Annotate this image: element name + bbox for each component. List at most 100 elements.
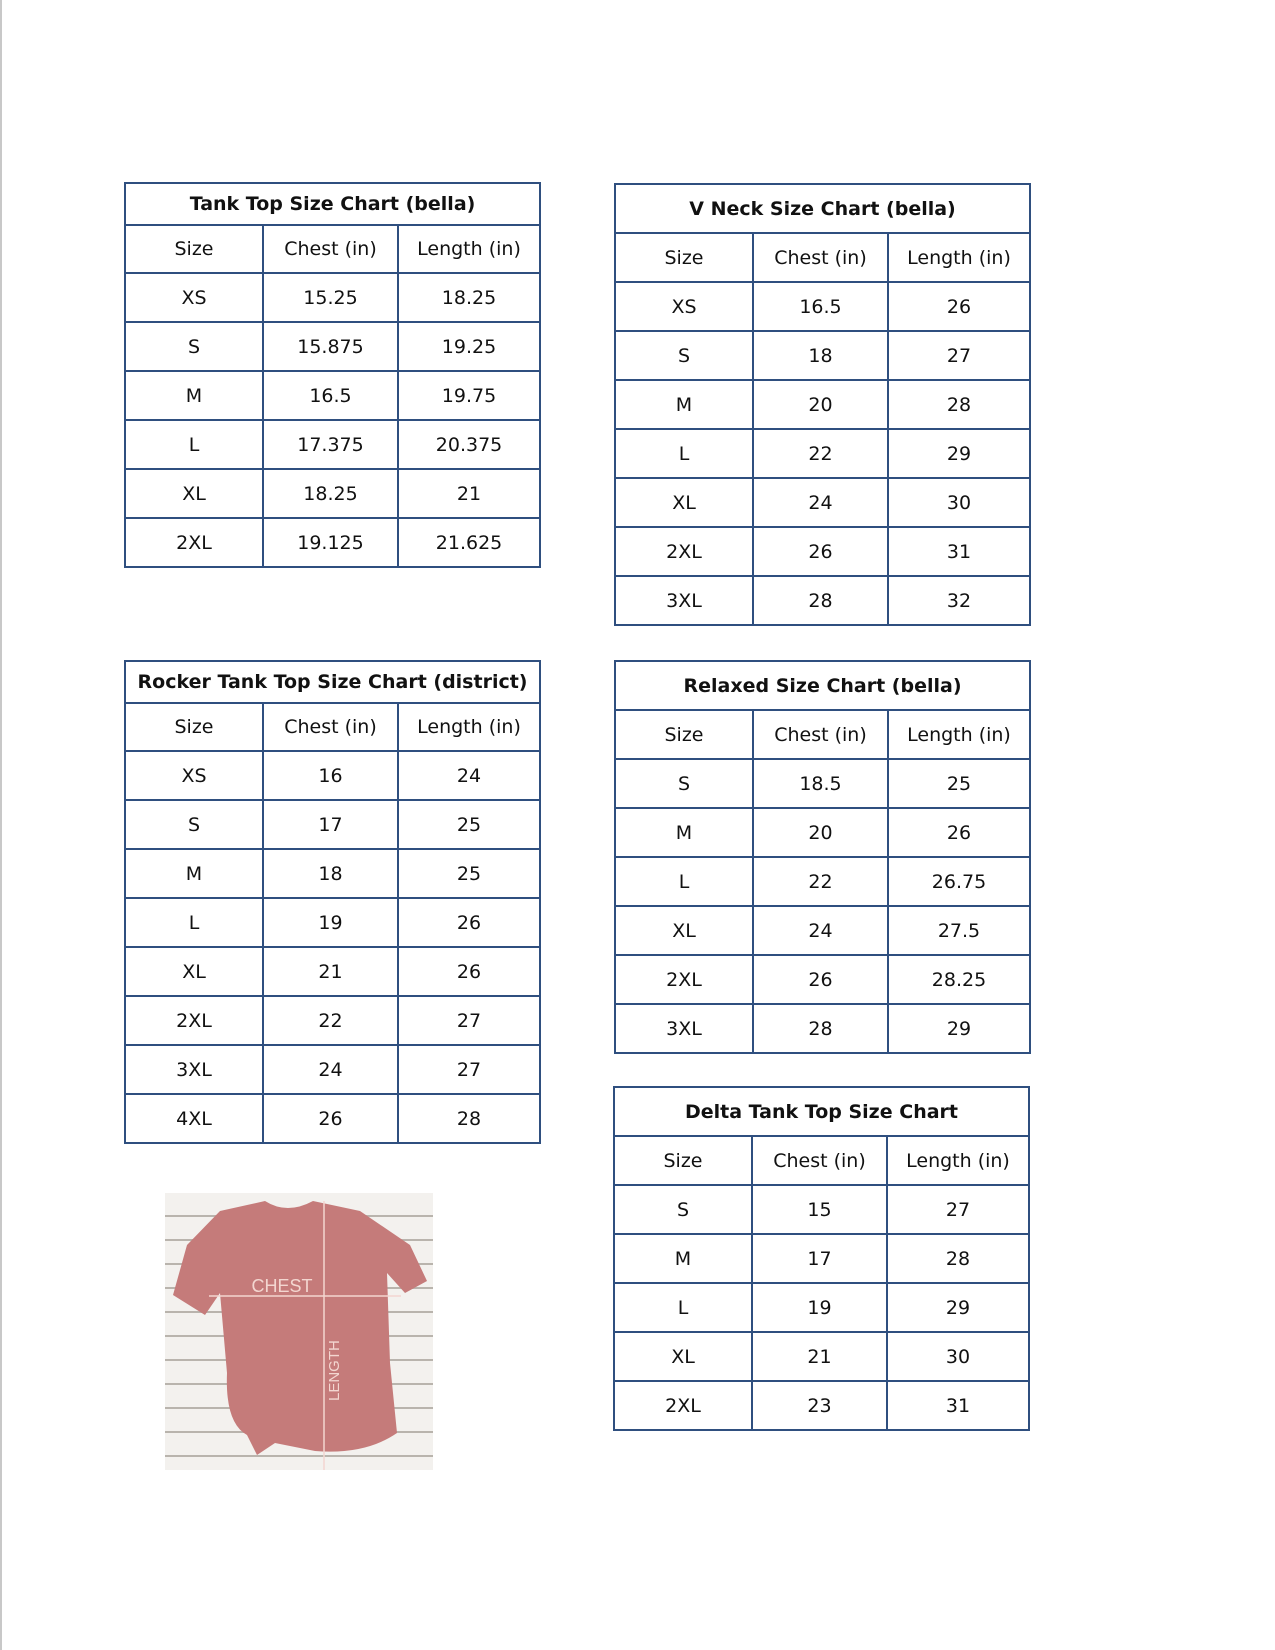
table-cell: 17.375 [262,419,399,470]
table-cell: XS [124,272,264,323]
table-cell: 3XL [124,1044,264,1095]
column-header: Length (in) [887,709,1031,760]
table-cell: 19 [262,897,399,948]
table-row: 2XL 19.125 21.625 [124,517,542,568]
table-row: L 22 29 [614,428,1032,479]
table-cell: 25 [396,848,542,899]
table-cell: 28 [752,575,889,626]
table-cell: M [613,1233,753,1284]
table-row: 2XL 23 31 [613,1380,1030,1431]
header-row: Size Chest (in) Length (in) [614,232,1032,283]
column-header: Size [613,1135,753,1186]
table-cell: 24 [752,905,889,956]
table-row: 3XL 28 29 [614,1003,1031,1054]
header-row: Size Chest (in) Length (in) [124,702,542,752]
table-cell: XS [614,281,754,332]
table-row: XS 16.5 26 [614,281,1032,332]
table-row: M 20 26 [614,807,1031,858]
table-cell: 3XL [614,575,754,626]
column-header: Length (in) [886,1135,1030,1186]
table-cell: 30 [886,477,1032,528]
table-cell: 15.25 [262,272,399,323]
table-cell: S [614,758,754,809]
table-cell: XL [614,905,754,956]
table-row: S 15 27 [613,1184,1030,1235]
table-cell: 24 [752,477,889,528]
table-row: 2XL 26 31 [614,526,1032,577]
table-cell: M [124,848,264,899]
table-cell: 18.25 [262,468,399,519]
table-cell: 31 [886,526,1032,577]
column-header: Chest (in) [752,709,889,760]
table-cell: 29 [886,428,1032,479]
table-cell: L [614,428,754,479]
table-cell: XS [124,750,264,801]
table-cell: 17 [262,799,399,850]
table-cell: 2XL [124,995,264,1046]
table-cell: 19.125 [262,517,399,568]
table-cell: 16.5 [752,281,889,332]
table-cell: XL [124,468,264,519]
table-cell: 19.25 [396,321,542,372]
table-cell: 25 [887,758,1031,809]
chart-title: Rocker Tank Top Size Chart (district) [123,660,542,704]
header-row: Size Chest (in) Length (in) [614,709,1031,760]
size-chart-relaxed: Relaxed Size Chart (bella) Size Chest (in)… [614,660,1031,1054]
table-cell: 21 [262,946,399,997]
table-cell: 18 [752,330,889,381]
table-cell: 26 [752,526,889,577]
table-cell: 26 [886,281,1032,332]
table-cell: 24 [262,1044,399,1095]
column-header: Chest (in) [262,224,399,274]
table-cell: 26 [396,946,542,997]
page-edge [0,0,2,1650]
table-cell: 31 [886,1380,1030,1431]
table-cell: 26 [262,1093,399,1144]
table-row: 2XL 22 27 [124,995,542,1046]
table-cell: S [614,330,754,381]
chart-title: Delta Tank Top Size Chart [613,1086,1030,1137]
table-cell: 17 [751,1233,888,1284]
table-cell: XL [613,1331,753,1382]
table-cell: 32 [886,575,1032,626]
column-header: Size [124,702,264,752]
table-cell: 29 [886,1282,1030,1333]
table-cell: 20 [752,379,889,430]
chart-title: V Neck Size Chart (bella) [613,183,1032,234]
tshirt-illustration: CHEST LENGTH [173,1201,427,1470]
table-cell: 25 [396,799,542,850]
table-cell: 18 [262,848,399,899]
size-chart-rocker-tank: Rocker Tank Top Size Chart (district) Siz… [123,660,542,1144]
table-cell: 20 [752,807,889,858]
table-row: S 18.5 25 [614,758,1031,809]
table-row: 4XL 26 28 [124,1093,542,1144]
column-header: Length (in) [396,224,542,274]
table-row: XS 15.25 18.25 [124,272,542,323]
table-cell: 19.75 [396,370,542,421]
table-cell: 27 [396,1044,542,1095]
table-row: M 20 28 [614,379,1032,430]
table-cell: 3XL [614,1003,754,1054]
column-header: Chest (in) [752,232,889,283]
header-row: Size Chest (in) Length (in) [613,1135,1030,1186]
table-cell: 2XL [124,517,264,568]
table-cell: 16 [262,750,399,801]
column-header: Size [614,232,754,283]
table-row: S 15.875 19.25 [124,321,542,372]
table-cell: 24 [396,750,542,801]
table-cell: 27 [886,330,1032,381]
table-cell: 2XL [614,954,754,1005]
length-label: LENGTH [326,1340,343,1401]
table-row: XL 21 30 [613,1331,1030,1382]
table-cell: 26 [752,954,889,1005]
table-cell: 15.875 [262,321,399,372]
table-row: XL 24 27.5 [614,905,1031,956]
table-cell: 18.25 [396,272,542,323]
column-header: Length (in) [886,232,1032,283]
table-cell: 19 [751,1282,888,1333]
column-header: Chest (in) [262,702,399,752]
table-cell: 28 [886,1233,1030,1284]
table-row: M 17 28 [613,1233,1030,1284]
size-chart-tank-top: Tank Top Size Chart (bella) Size Chest (in… [123,182,542,568]
table-cell: 22 [752,856,889,907]
